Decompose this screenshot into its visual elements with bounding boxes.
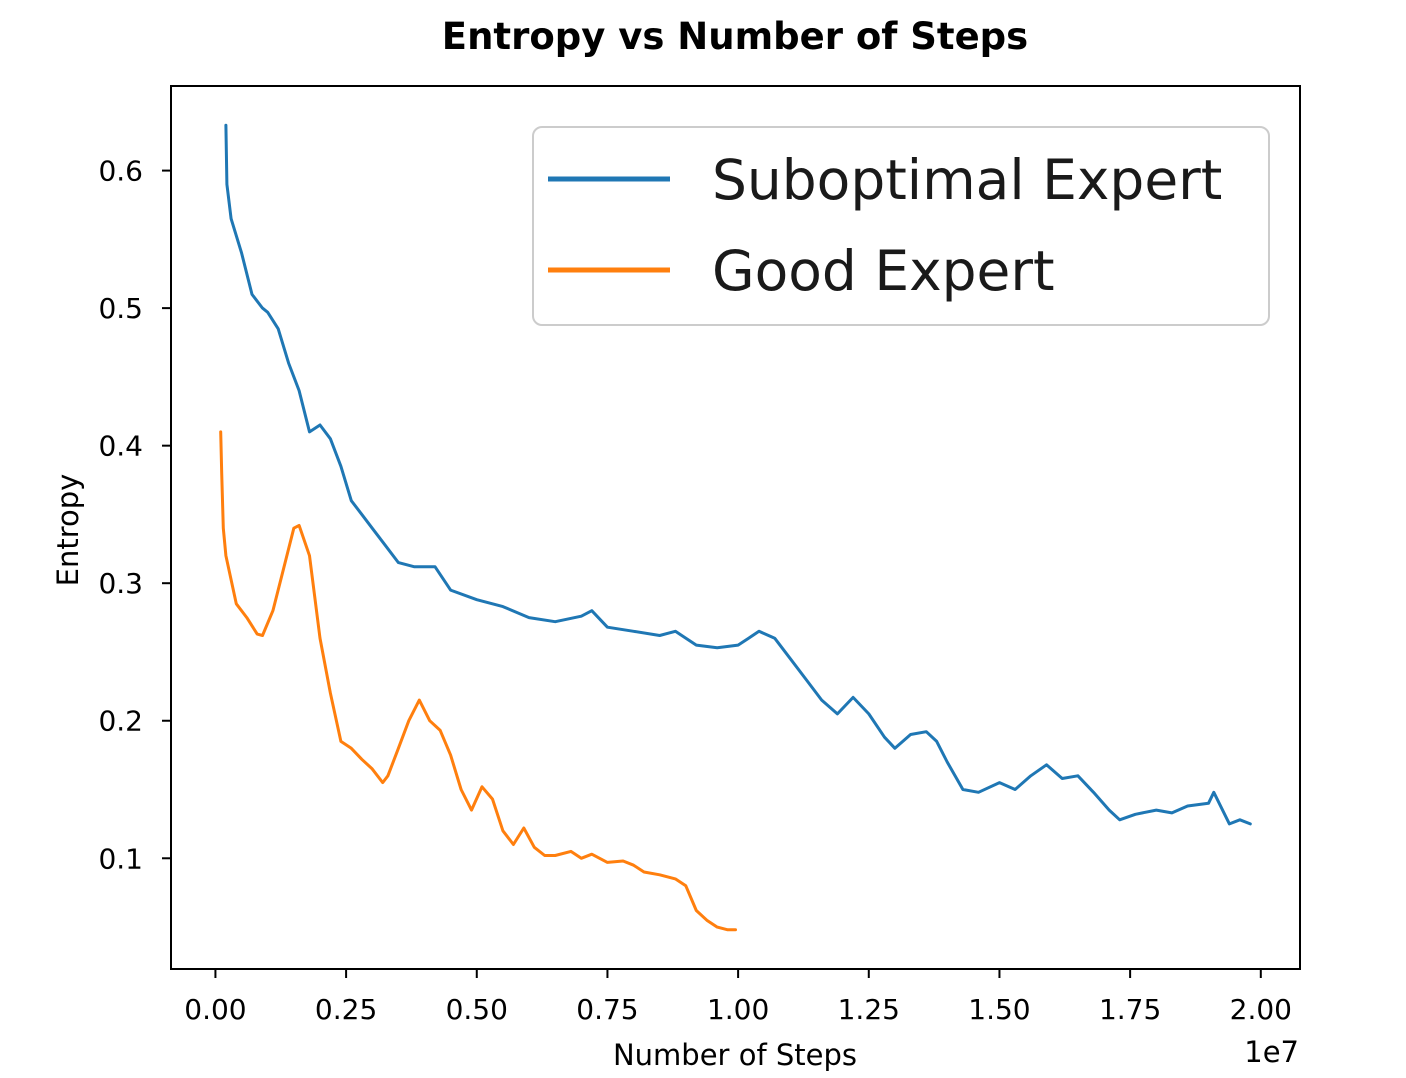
y-tick-label: 0.6 (98, 155, 143, 188)
x-tick-label: 1.25 (838, 993, 900, 1026)
y-axis-label: Entropy (51, 474, 85, 587)
y-tick-label: 0.2 (98, 705, 143, 738)
chart-title: Entropy vs Number of Steps (442, 15, 1028, 58)
y-axis: 0.1 0.2 0.3 0.4 0.5 0.6 (98, 155, 171, 875)
x-tick-label: 2.00 (1230, 993, 1292, 1026)
x-axis-label: Number of Steps (613, 1038, 857, 1072)
y-tick-label: 0.4 (98, 430, 143, 463)
x-tick-label: 1.50 (968, 993, 1030, 1026)
x-tick-label: 1.00 (707, 993, 769, 1026)
legend: Suboptimal Expert Good Expert (532, 126, 1270, 326)
legend-label-suboptimal-expert: Suboptimal Expert (712, 148, 1222, 212)
y-tick-label: 0.3 (98, 567, 143, 600)
series-group (219, 123, 1252, 932)
legend-box (532, 126, 1270, 326)
x-tick-label: 0.50 (446, 993, 508, 1026)
plot-frame (170, 85, 1301, 970)
x-axis: 0.00 0.25 0.50 0.75 1.00 1.25 1.50 1.75 2.00 (184, 969, 1292, 1026)
series-line-suboptimal-expert (224, 123, 1252, 826)
x-tick-label: 0.75 (576, 993, 638, 1026)
y-tick-label: 0.1 (98, 842, 143, 875)
x-tick-label: 0.25 (315, 993, 377, 1026)
x-tick-label: 0.00 (184, 993, 246, 1026)
x-tick-label: 1.75 (1099, 993, 1161, 1026)
y-tick-label: 0.5 (98, 292, 143, 325)
legend-label-good-expert: Good Expert (712, 239, 1055, 303)
series-line-good-expert (219, 430, 737, 932)
x-axis-multiplier: 1e7 (1244, 1035, 1299, 1069)
